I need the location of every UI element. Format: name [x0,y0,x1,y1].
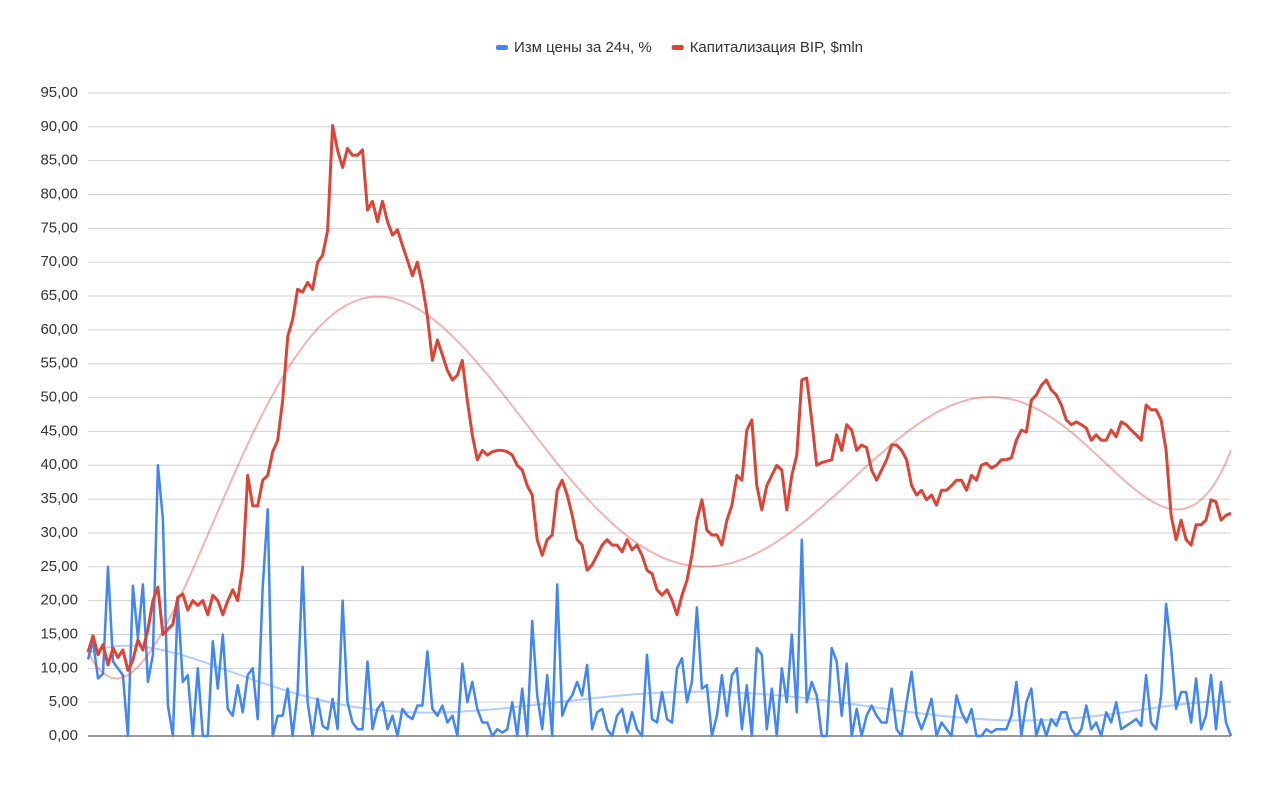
y-tick-label: 35,00 [40,490,78,507]
y-tick-label: 40,00 [40,456,78,473]
series-line [86,464,1233,738]
y-tick-label: 55,00 [40,355,78,372]
y-tick-label: 15,00 [40,625,78,642]
y-tick-label: 30,00 [40,524,78,541]
y-tick-label: 80,00 [40,185,78,202]
y-tick-label: 60,00 [40,321,78,338]
y-tick-label: 95,00 [40,84,78,101]
y-tick-label: 10,00 [40,659,78,676]
y-tick-label: 50,00 [40,389,78,406]
y-tick-label: 70,00 [40,253,78,270]
y-tick-label: 85,00 [40,152,78,169]
legend-swatch [671,45,684,50]
y-tick-label: 45,00 [40,422,78,439]
series-line [86,124,1232,672]
y-tick-label: 5,00 [49,693,78,710]
legend-label: Изм цены за 24ч, % [514,39,652,56]
y-tick-label: 20,00 [40,592,78,609]
y-tick-label: 0,00 [49,727,78,744]
legend: Изм цены за 24ч, % Капитализация BIP, $ml… [495,39,863,56]
trendline [87,295,1232,680]
legend-swatch [495,45,508,50]
y-tick-label: 65,00 [40,287,78,304]
y-tick-label: 90,00 [40,118,78,135]
y-tick-label: 25,00 [40,558,78,575]
y-tick-label: 75,00 [40,219,78,236]
legend-label: Капитализация BIP, $mln [690,39,863,56]
